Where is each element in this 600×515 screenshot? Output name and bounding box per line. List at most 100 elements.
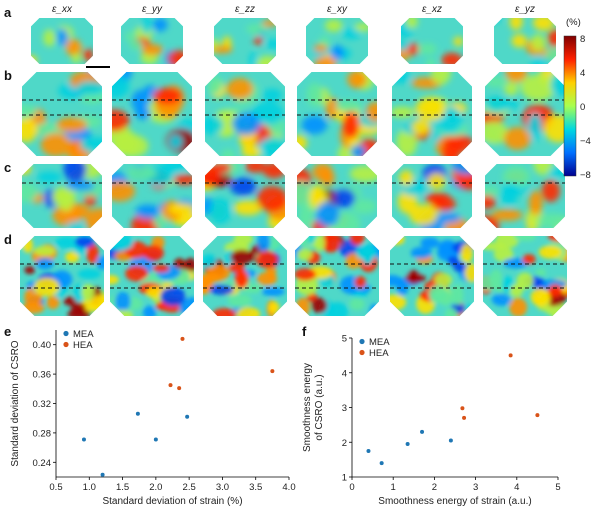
legend-marker — [359, 349, 365, 356]
x-axis-label: Standard deviation of strain (%) — [102, 496, 242, 507]
data-point-hea — [508, 353, 513, 358]
colorbar-tick: −4 — [580, 136, 591, 147]
x-tick-label: 4 — [514, 482, 519, 493]
strain-map-grid — [20, 18, 567, 316]
x-tick-label: 0 — [349, 482, 354, 493]
colorbar-tick: 4 — [580, 68, 585, 79]
strain-map — [392, 164, 472, 228]
panel-label-b: b — [4, 68, 12, 83]
legend-marker — [63, 330, 69, 337]
column-header: ε_yz — [515, 4, 535, 15]
strain-map — [297, 164, 377, 228]
data-point-hea — [460, 406, 465, 411]
colorbar-tick: 0 — [580, 102, 585, 113]
legend-label: MEA — [369, 337, 390, 348]
data-point-hea — [177, 386, 182, 391]
data-point-hea — [180, 336, 185, 341]
y-tick-label: 1 — [342, 473, 347, 484]
panel-label-a: a — [4, 5, 12, 20]
y-axis-label: Smoothness energyof CSRO (a.u.) — [302, 363, 325, 452]
x-tick-label: 2.0 — [149, 482, 162, 493]
colorbar-tick: −8 — [580, 170, 591, 181]
strain-map — [390, 236, 474, 316]
data-point-mea — [100, 472, 105, 477]
strain-map — [112, 72, 192, 156]
colorbar-gradient — [563, 35, 577, 177]
panel-label-d: d — [4, 232, 12, 247]
colorbar: (%) 8 4 0 −4 −8 — [563, 17, 591, 181]
strain-map — [485, 164, 565, 228]
x-tick-label: 5 — [555, 482, 560, 493]
strain-map — [483, 236, 567, 316]
y-tick-label: 3 — [342, 403, 347, 414]
column-header: ε_xx — [52, 4, 73, 15]
x-tick-label: 2.5 — [183, 482, 196, 493]
x-tick-label: 0.5 — [49, 482, 62, 493]
strain-map — [401, 18, 463, 64]
data-point-mea — [81, 437, 86, 442]
strain-map — [22, 164, 102, 228]
legend-label: HEA — [369, 348, 389, 359]
y-tick-label: 0.28 — [33, 428, 52, 439]
strain-map — [20, 236, 104, 316]
strain-map — [205, 164, 285, 228]
data-point-mea — [135, 411, 140, 416]
legend-label: MEA — [73, 329, 94, 340]
data-point-mea — [420, 429, 425, 434]
colorbar-unit: (%) — [566, 17, 581, 28]
x-tick-label: 1 — [391, 482, 396, 493]
legend-marker — [359, 338, 365, 345]
panel-label-e: e — [4, 324, 11, 339]
strain-map — [203, 236, 287, 316]
y-tick-label: 0.24 — [33, 458, 52, 469]
column-header: ε_yy — [142, 4, 163, 15]
strain-map — [494, 18, 556, 64]
strain-map — [31, 18, 93, 64]
y-tick-label: 0.40 — [33, 340, 52, 351]
strain-map — [121, 18, 183, 64]
data-point-hea — [168, 383, 173, 388]
panel-label-c: c — [4, 160, 11, 175]
strain-map — [306, 18, 368, 64]
x-tick-label: 3.0 — [216, 482, 229, 493]
strain-map — [112, 164, 192, 228]
strain-map — [485, 72, 565, 156]
data-point-hea — [535, 413, 540, 418]
y-tick-label: 4 — [342, 368, 347, 379]
data-point-mea — [379, 461, 384, 466]
data-point-mea — [185, 414, 190, 419]
column-header: ε_zz — [235, 4, 255, 15]
data-point-hea — [462, 415, 467, 420]
x-tick-label: 4.0 — [282, 482, 295, 493]
data-point-mea — [366, 448, 371, 453]
strain-map — [22, 72, 102, 156]
data-point-mea — [153, 437, 158, 442]
strain-map — [297, 72, 377, 156]
x-tick-label: 1.5 — [116, 482, 129, 493]
legend-label: HEA — [73, 340, 93, 351]
column-headers: ε_xx ε_yy ε_zz ε_xy ε_xz ε_yz — [52, 4, 535, 15]
strain-map — [295, 236, 379, 316]
y-tick-label: 0.32 — [33, 399, 52, 410]
data-point-mea — [405, 441, 410, 446]
y-tick-label: 0.36 — [33, 370, 52, 381]
scatter-plot-e: 0.5 1.0 1.5 2.0 2.5 3.0 3.5 4.0 0.24 0.28 0.32 0.36… — [10, 329, 296, 507]
column-header: ε_xz — [422, 4, 442, 15]
x-tick-label: 1.0 — [83, 482, 96, 493]
data-point-hea — [270, 369, 275, 374]
column-header: ε_xy — [327, 4, 348, 15]
x-axis-label: Smoothness energy of strain (a.u.) — [378, 496, 531, 507]
y-tick-label: 5 — [342, 334, 347, 345]
x-tick-label: 2 — [432, 482, 437, 493]
y-axis-label: Standard deviation of CSRO — [10, 340, 21, 466]
strain-map — [214, 18, 276, 64]
data-point-mea — [448, 438, 453, 443]
x-tick-label: 3 — [473, 482, 478, 493]
y-tick-label: 2 — [342, 438, 347, 449]
colorbar-tick: 8 — [580, 34, 585, 45]
strain-map — [110, 236, 194, 316]
panel-label-f: f — [302, 324, 307, 339]
